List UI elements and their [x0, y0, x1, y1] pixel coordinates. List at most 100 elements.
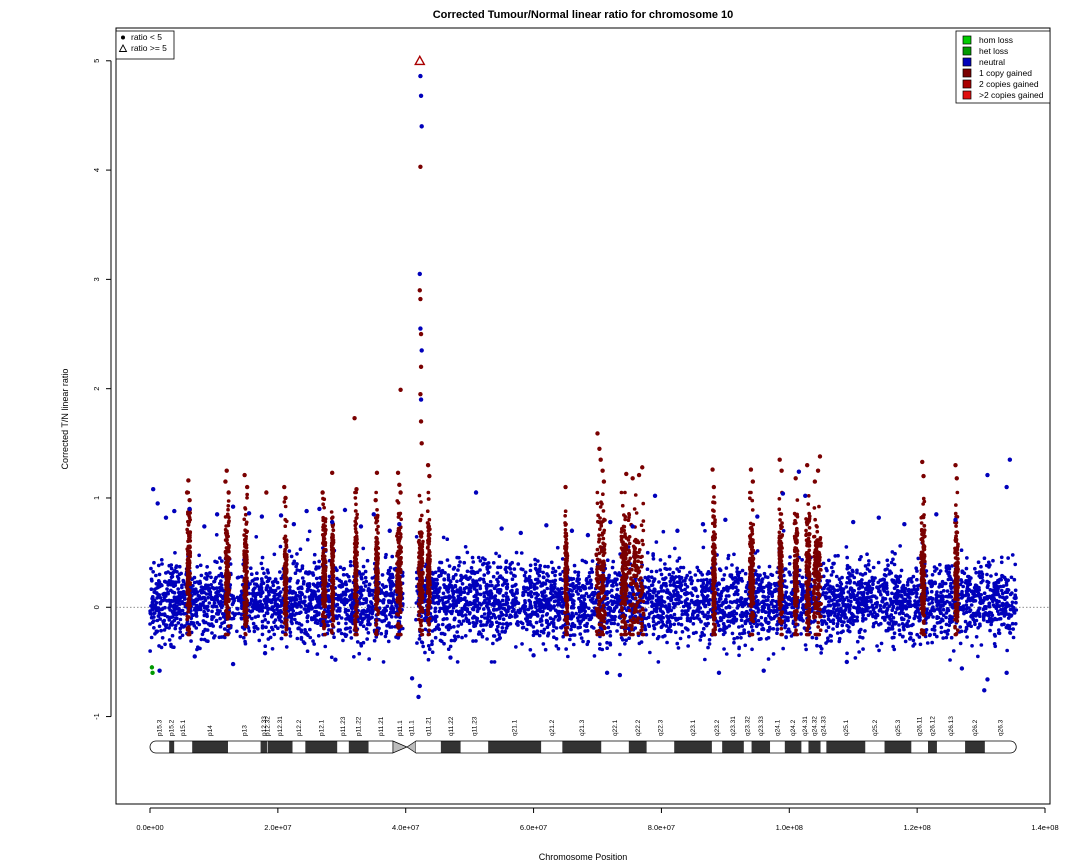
ideogram-p-arm-outline: [149, 740, 393, 754]
data-point: [448, 655, 453, 660]
data-point: [155, 501, 160, 506]
data-point: [982, 688, 987, 693]
data-point: [604, 670, 610, 676]
ideogram-band-label: q26.11: [917, 716, 924, 736]
data-point: [563, 484, 568, 490]
data-point: [333, 657, 338, 662]
ideogram-band: [440, 741, 461, 753]
data-point: [329, 519, 335, 525]
legend-swatch: [962, 68, 972, 78]
gained-point-cloud: [185, 490, 960, 637]
legend-swatch: [962, 46, 972, 56]
ideogram-band: [770, 741, 785, 753]
data-point: [630, 476, 635, 481]
data-point: [780, 491, 786, 496]
shape-legend-box: [115, 30, 175, 60]
data-point: [418, 73, 423, 79]
data-point: [815, 468, 821, 473]
ideogram-band-label: q24.2: [790, 719, 797, 736]
data-point: [246, 511, 252, 516]
ideogram-band: [601, 741, 629, 753]
color-legend-label: hom loss: [979, 35, 1013, 45]
data-point: [187, 497, 192, 503]
ideogram-band-label: p15.2: [169, 719, 176, 736]
ideogram-band-label: p11.22: [356, 716, 363, 736]
data-point: [1007, 457, 1013, 462]
ideogram-band: [150, 741, 170, 753]
data-point: [418, 397, 424, 402]
data-point: [600, 468, 605, 473]
data-point: [954, 476, 959, 481]
data-point: [282, 484, 287, 490]
ideogram-band-label: p15.1: [180, 719, 187, 736]
ideogram-band-label: q11.21: [425, 716, 432, 736]
data-point: [844, 659, 850, 665]
ideogram-band-label: q21.3: [579, 719, 586, 736]
data-point: [352, 415, 357, 421]
data-point: [418, 419, 424, 424]
data-point: [812, 479, 818, 484]
ideogram-band-label: q24.1: [774, 719, 781, 736]
data-point: [202, 524, 207, 529]
data-point: [184, 490, 190, 495]
data-point: [417, 683, 422, 689]
ideogram-band: [751, 741, 771, 753]
ideogram-band-label: q26.12: [929, 716, 936, 736]
y-tick-label: 4: [92, 168, 101, 172]
data-point: [636, 472, 642, 478]
ideogram-band-label: p11.21: [378, 716, 385, 736]
ideogram-band-label: p12.33: [261, 716, 268, 736]
data-point: [777, 457, 782, 462]
data-point: [630, 524, 635, 529]
data-point: [373, 497, 378, 503]
x-tick-label: 0.0e+00: [136, 823, 163, 832]
ideogram-band-label: q21.2: [549, 719, 556, 736]
data-point: [597, 446, 602, 451]
ideogram-band-label: q25.3: [895, 719, 902, 736]
legend-circle-icon: [121, 35, 125, 40]
data-point: [157, 668, 162, 673]
data-point: [387, 528, 392, 533]
color-legend-box: [955, 30, 1051, 104]
ideogram-band: [820, 741, 827, 753]
ideogram-band: [884, 741, 912, 753]
data-point: [223, 479, 228, 484]
data-point: [419, 348, 424, 353]
data-point: [163, 515, 169, 520]
ideogram-band-label: q26.3: [998, 719, 1005, 736]
color-legend-label: het loss: [979, 46, 1008, 56]
ideogram-band-label: p14: [207, 725, 214, 736]
data-point: [779, 468, 784, 473]
data-point: [264, 490, 269, 495]
data-point: [796, 469, 802, 474]
data-point: [499, 526, 504, 531]
data-point: [675, 528, 680, 533]
chart-title: Corrected Tumour/Normal linear ratio for…: [433, 9, 734, 21]
data-point: [186, 478, 191, 483]
ideogram-band: [192, 741, 228, 753]
ideogram-band: [305, 741, 338, 753]
data-point: [320, 490, 325, 495]
ideogram-band-label: q21.1: [512, 719, 519, 736]
data-point: [953, 517, 958, 523]
ideogram-band: [646, 741, 675, 753]
data-point: [358, 524, 364, 529]
ideogram-band: [460, 741, 489, 753]
x-axis: 0.0e+00 2.0e+07 4.0e+07 6.0e+07 8.0e+07 1.0e+…: [136, 807, 1059, 832]
data-point: [244, 484, 250, 490]
data-points-layer: [149, 54, 1013, 700]
ideogram-centromere-band: [392, 740, 408, 754]
data-point: [920, 459, 925, 465]
ideogram-band: [562, 741, 602, 753]
data-point: [700, 522, 706, 527]
data-point: [601, 479, 607, 484]
ideogram-band-label: q22.2: [635, 719, 642, 736]
x-tick-label: 4.0e+07: [392, 823, 419, 832]
neutral-point-cloud: [148, 529, 1019, 664]
data-point: [242, 472, 247, 478]
x-tick-label: 8.0e+07: [648, 823, 675, 832]
data-point: [409, 676, 415, 681]
y-axis: -1 0 1 2 3 4 5: [92, 59, 112, 720]
data-point: [934, 512, 939, 517]
